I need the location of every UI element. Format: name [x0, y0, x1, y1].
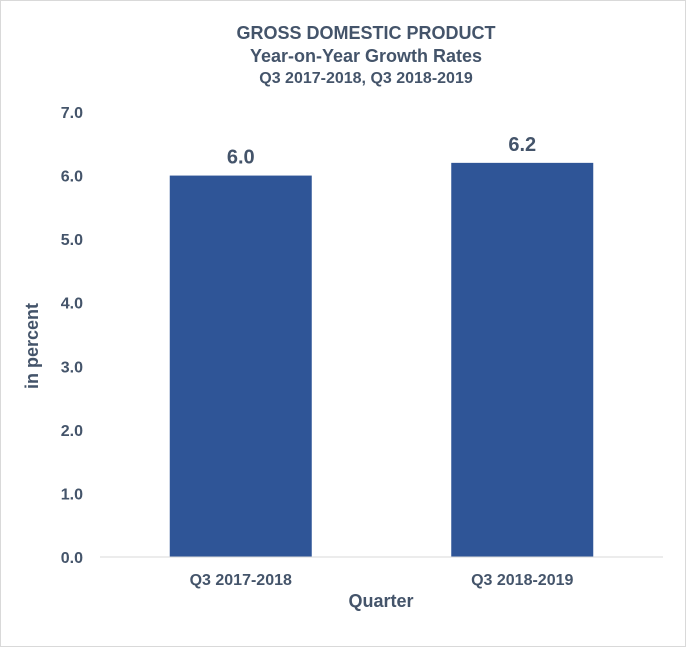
bar [169, 175, 312, 558]
bar [451, 162, 594, 557]
y-tick-label: 1.0 [61, 486, 83, 503]
chart-title: GROSS DOMESTIC PRODUCT [236, 23, 495, 43]
y-tick-label: 7.0 [61, 105, 83, 122]
y-tick-label: 0.0 [61, 550, 83, 567]
y-tick-label: 6.0 [61, 169, 83, 186]
y-axis-title: in percent [22, 303, 42, 389]
y-axis-ticks: 0.0 1.0 2.0 3.0 4.0 5.0 6.0 7.0 [61, 105, 83, 567]
bar-data-label: 6.0 [227, 147, 255, 169]
x-axis-ticks: Q3 2017-2018 Q3 2018-2019 [190, 572, 574, 589]
y-tick-label: 3.0 [61, 359, 83, 376]
x-tick-label: Q3 2017-2018 [190, 572, 292, 589]
y-tick-label: 4.0 [61, 296, 83, 313]
bars-group: 6.0 6.2 [169, 134, 594, 558]
x-tick-label: Q3 2018-2019 [471, 572, 573, 589]
x-axis-title: Quarter [348, 591, 413, 611]
y-tick-label: 5.0 [61, 232, 83, 249]
bar-data-label: 6.2 [508, 134, 536, 156]
y-tick-label: 2.0 [61, 423, 83, 440]
chart-subtitle-line-2: Q3 2017-2018, Q3 2018-2019 [259, 70, 473, 87]
chart-subtitle-line-1: Year-on-Year Growth Rates [250, 46, 482, 66]
